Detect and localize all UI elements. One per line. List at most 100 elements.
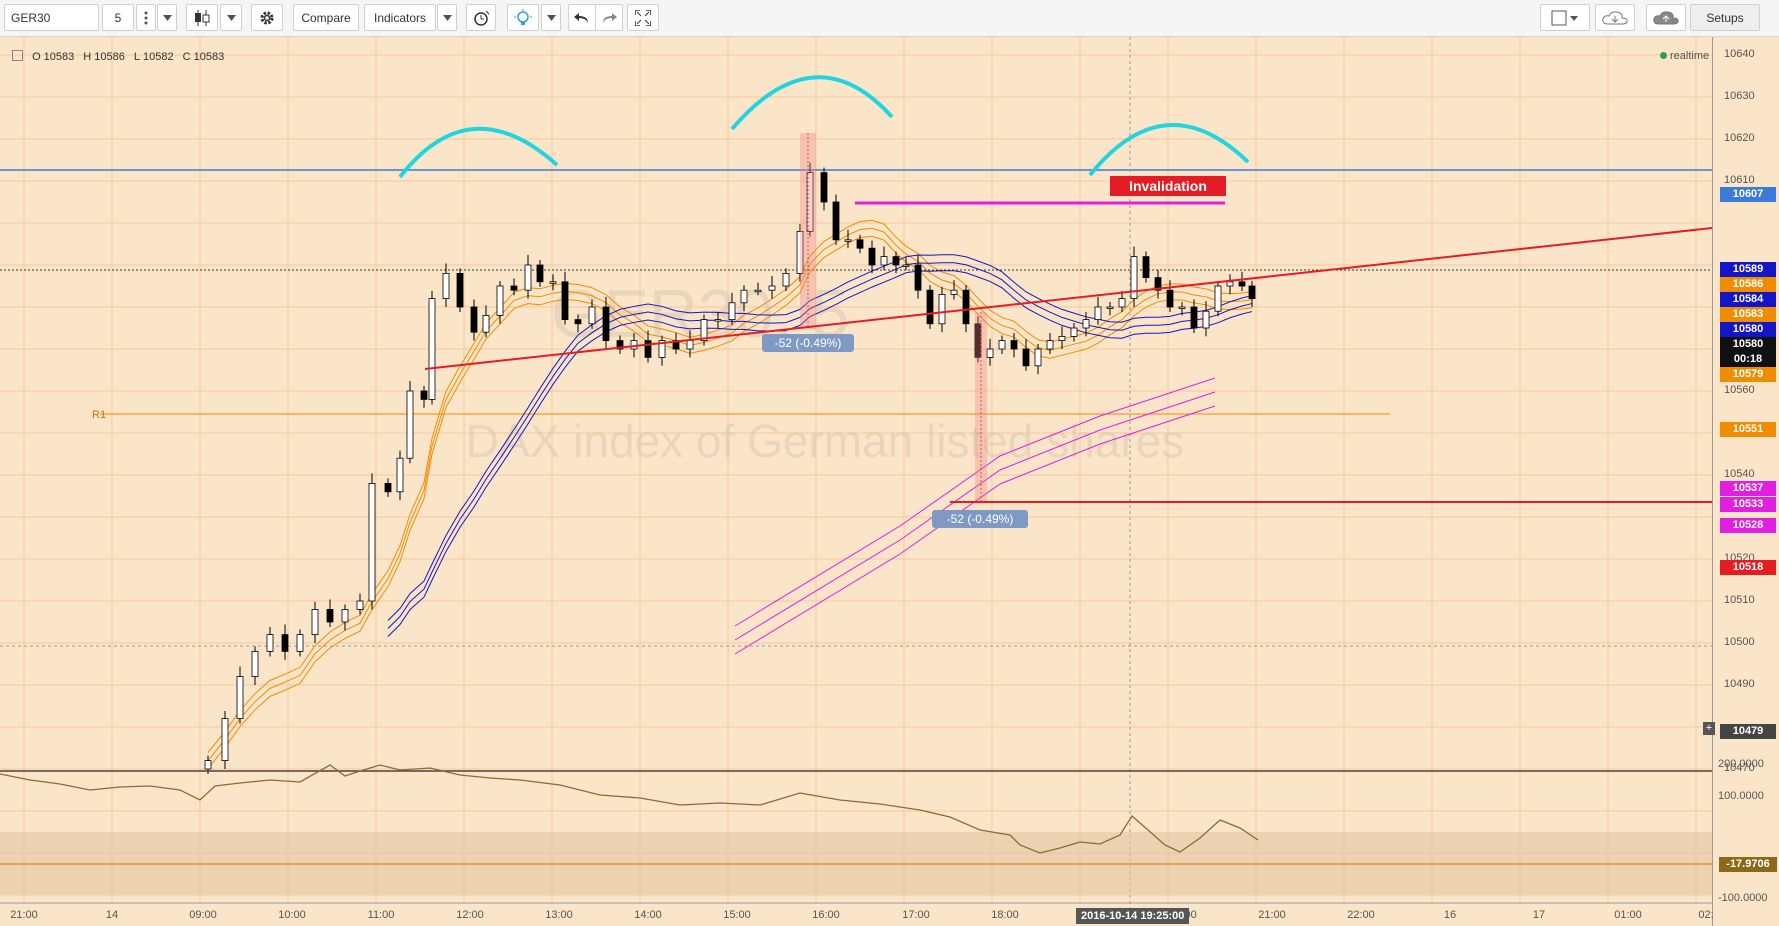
chart-style-dropdown[interactable] bbox=[220, 4, 242, 31]
candle bbox=[561, 271, 569, 325]
price-tick: 10540 bbox=[1724, 468, 1755, 480]
magenta-ma-0 bbox=[734, 377, 1216, 627]
chart-grid bbox=[0, 37, 1712, 903]
candle bbox=[368, 473, 376, 610]
candle bbox=[856, 234, 864, 254]
oscillator-tick: 200.0000 bbox=[1718, 758, 1764, 770]
indicators-dropdown[interactable] bbox=[437, 4, 457, 31]
settings-button[interactable] bbox=[251, 4, 283, 31]
left-shoulder-arc[interactable] bbox=[398, 126, 559, 179]
fullscreen-button[interactable] bbox=[627, 4, 659, 31]
candle bbox=[658, 335, 666, 366]
candle bbox=[1058, 326, 1066, 349]
symbol-text: GER30 bbox=[11, 10, 51, 25]
price-chart[interactable]: GER30, 5 DAX index of German listed shar… bbox=[0, 37, 1712, 926]
compare-button[interactable]: Compare bbox=[293, 4, 359, 31]
oscillator-band bbox=[0, 832, 1712, 894]
candlestick-icon bbox=[195, 9, 210, 26]
time-label: 01:00 bbox=[1614, 909, 1642, 921]
candle bbox=[420, 385, 428, 408]
candle bbox=[844, 229, 852, 249]
invalidation-label-box[interactable] bbox=[1110, 176, 1226, 196]
candle bbox=[549, 274, 557, 291]
top-toolbar: GER30 5 Compare Indicators bbox=[0, 0, 1779, 37]
add-level-icon[interactable]: + bbox=[1703, 722, 1715, 735]
indicators-button[interactable]: Indicators bbox=[364, 4, 436, 31]
symbol-input[interactable]: GER30 bbox=[4, 4, 99, 31]
candle bbox=[754, 282, 762, 296]
measure-label-1: -52 (-0.49%) bbox=[775, 336, 842, 350]
price-label: 10551 bbox=[1720, 421, 1776, 437]
candle bbox=[1142, 251, 1150, 283]
close-label: C bbox=[182, 51, 191, 63]
candle bbox=[428, 291, 436, 405]
chart-style-button[interactable] bbox=[186, 4, 218, 31]
price-tick: 10560 bbox=[1724, 384, 1755, 396]
price-label: 10537 bbox=[1720, 480, 1776, 496]
oscillator-tick: -100.0000 bbox=[1718, 892, 1768, 904]
ascending-trendline[interactable] bbox=[424, 227, 1712, 370]
alert-button[interactable] bbox=[466, 4, 496, 31]
interval-button[interactable]: 5 bbox=[102, 4, 134, 31]
head-arc[interactable] bbox=[730, 75, 894, 131]
time-label: 14:00 bbox=[634, 909, 662, 921]
setups-button[interactable]: Setups bbox=[1690, 4, 1760, 31]
candle bbox=[1118, 291, 1126, 313]
oscillator-tick: 100.0000 bbox=[1718, 790, 1764, 802]
legend-toggle-icon[interactable] bbox=[12, 50, 23, 61]
ideas-button[interactable] bbox=[507, 4, 539, 31]
candle bbox=[768, 275, 776, 299]
price-tick: 10490 bbox=[1724, 678, 1755, 690]
price-label: 00:18 bbox=[1720, 352, 1776, 368]
time-label: 16 bbox=[1443, 909, 1457, 921]
price-tick: 10500 bbox=[1724, 636, 1755, 648]
save-layout-button[interactable] bbox=[1646, 4, 1686, 31]
candlestick-series bbox=[204, 162, 1256, 775]
candle bbox=[1010, 333, 1018, 358]
interval-text: 5 bbox=[114, 10, 122, 25]
price-tick: 10630 bbox=[1724, 90, 1755, 102]
time-label: 15:00 bbox=[723, 909, 751, 921]
moving-averages bbox=[207, 219, 1253, 769]
watermark-description: DAX index of German listed shares bbox=[466, 415, 1184, 467]
candle bbox=[806, 162, 814, 237]
ideas-dropdown[interactable] bbox=[541, 4, 561, 31]
candle bbox=[728, 292, 736, 325]
orange-ma-upper bbox=[207, 219, 1253, 753]
load-layout-button[interactable] bbox=[1595, 4, 1635, 31]
oscillator-line[interactable] bbox=[0, 764, 1259, 854]
layout-button[interactable] bbox=[1540, 4, 1590, 31]
realtime-dot-icon bbox=[1660, 52, 1667, 59]
undo-button[interactable] bbox=[568, 4, 596, 31]
candle bbox=[326, 599, 334, 628]
candle bbox=[714, 312, 722, 328]
measure-rect-2[interactable] bbox=[975, 312, 987, 502]
candle bbox=[281, 624, 289, 660]
price-label: 10579 bbox=[1720, 367, 1776, 383]
compare-label: Compare bbox=[301, 10, 351, 25]
time-label: 09:00 bbox=[189, 909, 217, 921]
interval-dropdown-button[interactable] bbox=[157, 4, 177, 31]
chevron-down-icon bbox=[226, 14, 236, 21]
setups-label: Setups bbox=[1706, 10, 1744, 25]
candle bbox=[1022, 338, 1030, 371]
candle bbox=[221, 711, 229, 769]
candle bbox=[950, 280, 958, 300]
candle bbox=[296, 629, 304, 657]
candle bbox=[356, 593, 364, 615]
right-shoulder-arc[interactable] bbox=[1088, 123, 1250, 177]
candle bbox=[998, 335, 1006, 355]
cloud-download-icon bbox=[1602, 10, 1628, 24]
interval-menu-button[interactable] bbox=[136, 4, 156, 31]
candle bbox=[602, 296, 610, 349]
candle bbox=[574, 314, 582, 333]
chevron-down-icon bbox=[546, 14, 556, 21]
square-icon bbox=[1551, 10, 1578, 25]
redo-button[interactable] bbox=[595, 4, 623, 31]
time-label: 21:00 bbox=[10, 909, 38, 921]
candle bbox=[796, 223, 804, 282]
candle bbox=[938, 286, 946, 333]
crosshair-time-text: 2016-10-14 19:25:00 bbox=[1081, 910, 1185, 922]
realtime-indicator: realtime bbox=[1660, 50, 1709, 62]
chart-pane[interactable] bbox=[0, 37, 1779, 926]
